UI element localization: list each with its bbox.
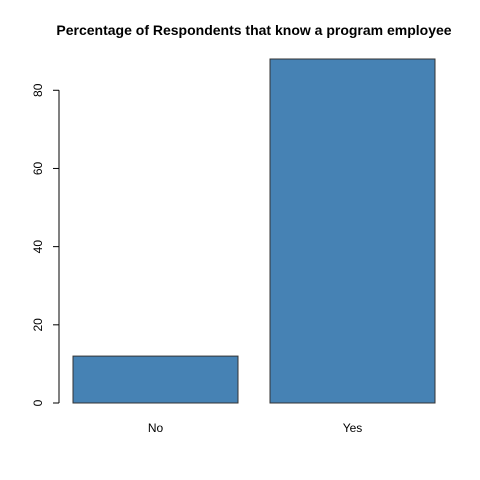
x-tick-label-yes: Yes — [343, 421, 363, 435]
y-axis: 0 20 40 60 80 — [31, 83, 60, 406]
bar-yes — [269, 58, 436, 404]
y-tick-label: 60 — [31, 161, 45, 175]
chart-title: Percentage of Respondents that know a pr… — [56, 22, 451, 38]
y-tick-label: 20 — [31, 318, 45, 332]
y-tick-label: 80 — [31, 83, 45, 97]
y-tick-label: 40 — [31, 240, 45, 254]
bars-group — [72, 58, 436, 404]
x-tick-label-no: No — [148, 421, 164, 435]
x-axis-labels: No Yes — [148, 421, 362, 435]
bar-no — [72, 355, 239, 404]
y-tick-label: 0 — [31, 399, 45, 406]
